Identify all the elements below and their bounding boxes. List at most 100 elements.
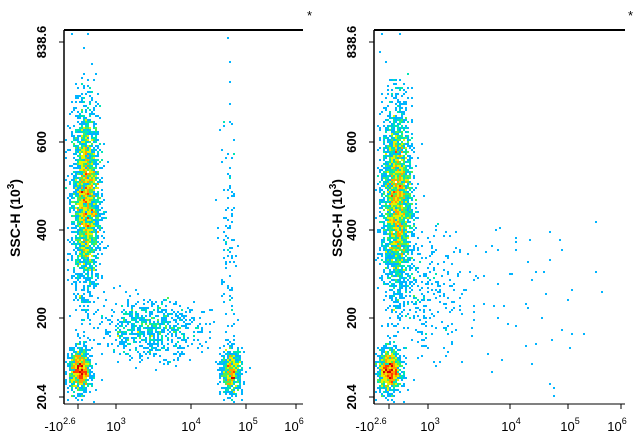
event-dot [227,219,229,221]
event-dot [177,341,179,343]
event-dot [79,255,81,257]
event-dot [231,385,233,387]
event-dot [391,245,393,247]
event-dot [77,343,79,345]
event-dot [175,365,177,367]
event-dot [433,277,435,279]
event-dot [383,155,385,157]
event-dot [219,391,221,393]
event-dot [387,387,389,389]
event-dot [405,165,407,167]
event-dot [461,313,463,315]
event-dot [405,211,407,213]
event-dot [79,363,81,365]
event-dot [401,207,403,209]
event-dot [221,387,223,389]
event-dot [469,271,471,273]
event-dot [385,371,387,373]
event-dot [439,289,441,291]
event-dot [117,335,119,337]
event-dot [209,337,211,339]
event-dot [443,261,445,263]
event-dot [411,191,413,193]
event-dot [403,145,405,147]
event-dot [93,155,95,157]
event-dot [393,211,395,213]
event-dot [89,355,91,357]
event-dot [397,307,399,309]
event-dot [93,191,95,193]
event-dot [409,249,411,251]
event-dot [387,251,389,253]
event-dot [163,315,165,317]
event-dot [93,177,95,179]
event-dot [403,93,405,95]
event-dot [381,255,383,257]
event-dot [93,197,95,199]
event-dot [75,179,77,181]
event-dot [433,251,435,253]
event-dot [101,321,103,323]
event-dot [73,215,75,217]
event-dot [231,209,233,211]
event-dot [151,311,153,313]
event-dot [417,307,419,309]
event-dot [387,363,389,365]
event-dot [123,347,125,349]
event-dot [79,305,81,307]
event-dot [89,229,91,231]
event-dot [399,139,401,141]
event-dot [391,145,393,147]
event-dot [87,375,89,377]
event-dot [73,209,75,211]
event-dot [391,385,393,387]
event-dot [177,359,179,361]
event-dot [97,145,99,147]
event-dot [213,321,215,323]
event-dot [427,281,429,283]
event-dot [91,237,93,239]
event-dot [397,183,399,185]
event-dot [235,377,237,379]
event-dot [167,339,169,341]
event-dot [393,147,395,149]
event-dot [397,375,399,377]
event-dot [79,185,81,187]
event-dot [151,305,153,307]
event-dot [413,175,415,177]
event-dot [399,89,401,91]
event-dot [395,229,397,231]
event-dot [95,187,97,189]
event-dot [73,357,75,359]
event-dot [93,149,95,151]
event-dot [399,87,401,89]
event-dot [85,241,87,243]
event-dot [85,135,87,137]
event-dot [407,237,409,239]
event-dot [105,247,107,249]
event-dot [401,189,403,191]
event-dot [115,325,117,327]
event-dot [411,301,413,303]
event-dot [391,193,393,195]
event-dot [87,177,89,179]
event-dot [399,289,401,291]
event-dot [411,285,413,287]
event-dot [77,293,79,295]
event-dot [401,199,403,201]
event-dot [81,183,83,185]
event-dot [69,377,71,379]
event-dot [83,227,85,229]
event-dot [85,161,87,163]
event-dot [75,369,77,371]
event-dot [401,261,403,263]
event-dot [159,331,161,333]
event-dot [75,359,77,361]
event-dot [223,249,225,251]
event-dot [415,303,417,305]
event-dot [397,221,399,223]
event-dot [407,215,409,217]
event-dot [81,175,83,177]
event-dot [385,379,387,381]
event-dot [401,269,403,271]
